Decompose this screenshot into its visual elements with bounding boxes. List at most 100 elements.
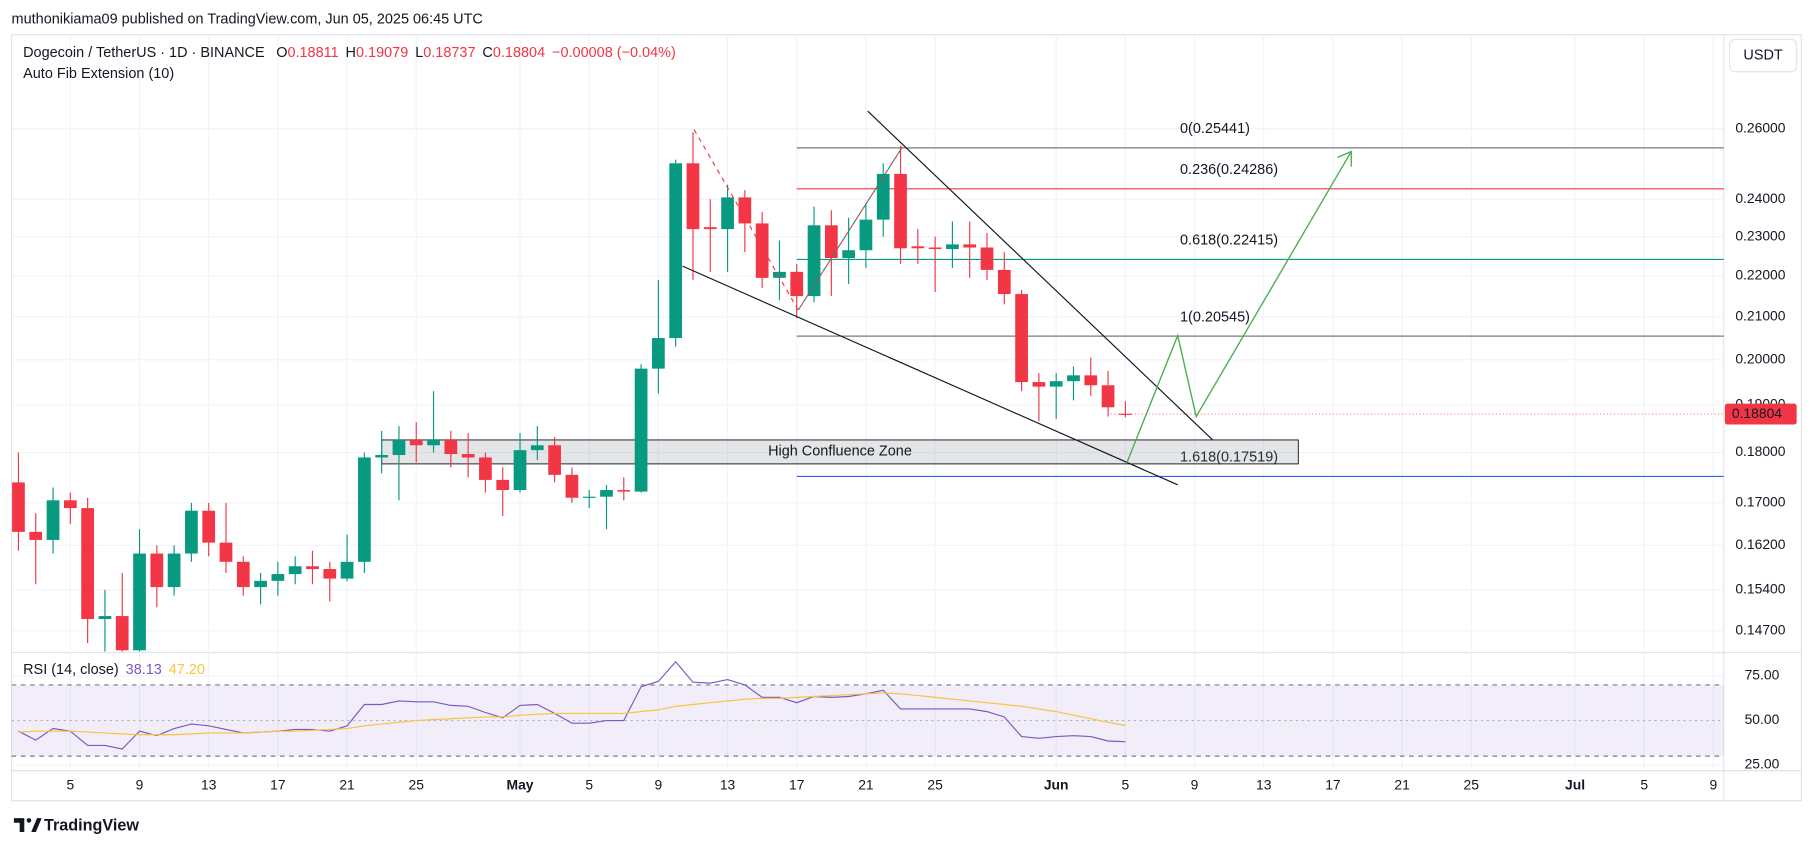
x-tick-label: Jul bbox=[1565, 776, 1585, 792]
x-tick-label: 17 bbox=[270, 776, 286, 792]
x-tick-label: 5 bbox=[1640, 776, 1648, 792]
change: −0.00008 (−0.04%) bbox=[552, 45, 676, 61]
indicator-name: Auto Fib Extension (10) bbox=[23, 66, 174, 82]
candle-body bbox=[565, 474, 579, 498]
candle-body bbox=[582, 496, 596, 498]
l-label: L bbox=[415, 45, 423, 61]
zigzag-red bbox=[693, 129, 903, 312]
candle-body bbox=[1032, 382, 1046, 387]
fib-label: 1(0.20545) bbox=[1180, 309, 1250, 325]
candle-body bbox=[479, 457, 492, 480]
rsi-line bbox=[18, 660, 1126, 750]
o-label: O bbox=[276, 45, 287, 61]
candle-body bbox=[254, 580, 267, 588]
candle-body bbox=[461, 454, 475, 458]
candle-body bbox=[46, 500, 60, 540]
y-tick-label: 0.15400 bbox=[1735, 581, 1785, 597]
x-tick-label: 9 bbox=[655, 776, 663, 792]
candle-body bbox=[167, 553, 181, 588]
candle-body bbox=[1015, 294, 1028, 383]
last-price-tag bbox=[1724, 403, 1797, 425]
projection-path bbox=[1126, 151, 1352, 464]
x-tick-label: May bbox=[507, 776, 534, 792]
candle-body bbox=[513, 450, 527, 491]
candle-body bbox=[306, 566, 319, 570]
grid bbox=[11, 34, 1724, 769]
candle-body bbox=[496, 479, 510, 491]
fib-label: 0(0.25441) bbox=[1180, 121, 1250, 137]
x-tick-label: 9 bbox=[1191, 776, 1199, 792]
o-value: 0.18811 bbox=[287, 45, 338, 61]
rsi-tick-label: 25.00 bbox=[1745, 756, 1780, 772]
candles bbox=[12, 132, 1132, 652]
zone: High Confluence Zone bbox=[381, 439, 1299, 465]
fib-label: 0.618(0.22415) bbox=[1180, 233, 1278, 249]
x-tick-label: 13 bbox=[1256, 776, 1272, 792]
y-tick-label: 0.20000 bbox=[1735, 350, 1785, 366]
rsi-title: RSI (14, close) bbox=[23, 662, 119, 678]
candle-body bbox=[1101, 385, 1115, 408]
symbol: Dogecoin / TetherUS · 1D · BINANCE bbox=[23, 45, 265, 61]
zigzag-green bbox=[797, 146, 903, 311]
rsi-pane bbox=[11, 660, 1724, 766]
candle-body bbox=[98, 616, 112, 620]
axes: 5 9 13 17 21 25 May 5 9 13 17 21 25 Jun 5 9 13 17 21 25 Jul 5… bbox=[66, 119, 1797, 792]
candle-body bbox=[1067, 375, 1080, 382]
candle-body bbox=[738, 197, 752, 224]
x-tick-label: 5 bbox=[585, 776, 593, 792]
y-tick-label: 0.22000 bbox=[1735, 267, 1785, 283]
x-tick-label: 21 bbox=[1394, 776, 1410, 792]
currency[interactable]: USDT bbox=[1743, 47, 1783, 63]
y-tick-label: 0.23000 bbox=[1735, 227, 1785, 243]
candle-body bbox=[133, 553, 146, 651]
candle-body bbox=[375, 455, 389, 458]
candle-body bbox=[807, 225, 821, 297]
candle-body bbox=[185, 510, 198, 554]
h-label: H bbox=[346, 45, 356, 61]
candle-body bbox=[721, 197, 734, 230]
candle-body bbox=[271, 574, 285, 581]
trendline-lower bbox=[682, 265, 1178, 486]
trendline-upper bbox=[867, 110, 1213, 441]
rsi-tick-label: 75.00 bbox=[1745, 667, 1780, 683]
x-tick-label: 17 bbox=[789, 776, 805, 792]
candle-body bbox=[911, 246, 925, 249]
candle-body bbox=[444, 439, 458, 455]
brand: TradingView bbox=[44, 816, 139, 834]
x-tick-label: 9 bbox=[136, 776, 144, 792]
x-tick-label: 25 bbox=[1464, 776, 1480, 792]
candle-body bbox=[1084, 375, 1098, 386]
candle-body bbox=[427, 439, 440, 446]
fib-label: 0.236(0.24286) bbox=[1180, 162, 1278, 178]
candle-body bbox=[548, 445, 561, 475]
x-tick-label: 21 bbox=[858, 776, 874, 792]
y-tick-label: 0.24000 bbox=[1735, 190, 1785, 206]
x-tick-label: 5 bbox=[66, 776, 74, 792]
rsi-ma-value: 47.20 bbox=[169, 662, 205, 678]
candle-body bbox=[686, 163, 700, 230]
y-tick-label: 0.17000 bbox=[1735, 494, 1785, 510]
candle-body bbox=[773, 271, 786, 278]
y-tick-label: 0.18000 bbox=[1735, 443, 1785, 459]
candle-body bbox=[669, 163, 683, 339]
candle-body bbox=[963, 244, 977, 248]
x-tick-label: 5 bbox=[1122, 776, 1130, 792]
candle-body bbox=[755, 223, 769, 278]
x-tick-label: Jun bbox=[1044, 776, 1069, 792]
currency-button[interactable] bbox=[1728, 38, 1798, 73]
rsi-line bbox=[18, 692, 1126, 736]
candle-body bbox=[790, 271, 804, 297]
drawings bbox=[682, 110, 1352, 486]
candle-body bbox=[409, 439, 423, 446]
rsi-legend: RSI (14, close) 38.13 47.20 bbox=[23, 662, 205, 678]
candle-body bbox=[617, 490, 631, 492]
candle-body bbox=[997, 269, 1011, 295]
candle-body bbox=[357, 457, 371, 562]
candle-body bbox=[202, 510, 216, 543]
l-value: 0.18737 bbox=[423, 45, 475, 61]
x-tick-label: 13 bbox=[720, 776, 736, 792]
candle-body bbox=[63, 500, 77, 509]
candle-body bbox=[859, 219, 873, 251]
